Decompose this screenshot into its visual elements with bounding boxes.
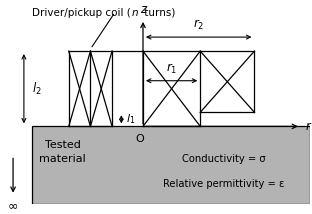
Bar	[32, 126, 310, 204]
Text: ∞: ∞	[8, 200, 18, 213]
Text: r: r	[305, 120, 310, 133]
Text: Conductivity = σ: Conductivity = σ	[182, 155, 265, 165]
Text: $l_2$: $l_2$	[32, 81, 41, 97]
Text: z: z	[140, 3, 146, 16]
Text: Tested
material: Tested material	[39, 140, 86, 164]
Text: Relative permittivity = ε: Relative permittivity = ε	[163, 178, 284, 189]
Text: $r_1$: $r_1$	[166, 62, 177, 76]
Text: Driver/pickup coil (: Driver/pickup coil (	[32, 8, 131, 18]
Text: turns): turns)	[141, 8, 176, 18]
Text: $l_1$: $l_1$	[126, 112, 135, 126]
Text: $n$: $n$	[131, 8, 139, 18]
Text: O: O	[135, 134, 144, 144]
Text: $r_2$: $r_2$	[193, 18, 204, 32]
